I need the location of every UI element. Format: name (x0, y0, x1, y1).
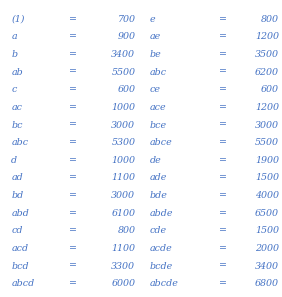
Text: =: = (69, 68, 77, 77)
Text: =: = (69, 50, 77, 59)
Text: 1200: 1200 (255, 103, 279, 112)
Text: =: = (69, 191, 77, 200)
Text: bc: bc (11, 121, 23, 129)
Text: cd: cd (11, 226, 23, 235)
Text: 3000: 3000 (111, 121, 135, 129)
Text: =: = (69, 244, 77, 253)
Text: 1100: 1100 (111, 244, 135, 253)
Text: abd: abd (11, 209, 29, 218)
Text: ae: ae (149, 32, 161, 41)
Text: 1200: 1200 (255, 32, 279, 41)
Text: ce: ce (149, 85, 160, 94)
Text: bde: bde (149, 191, 167, 200)
Text: 2000: 2000 (255, 244, 279, 253)
Text: abcd: abcd (11, 279, 34, 288)
Text: =: = (219, 50, 227, 59)
Text: =: = (69, 138, 77, 147)
Text: 800: 800 (117, 226, 135, 235)
Text: =: = (219, 156, 227, 165)
Text: 1900: 1900 (255, 156, 279, 165)
Text: =: = (219, 279, 227, 288)
Text: =: = (219, 85, 227, 94)
Text: bcd: bcd (11, 262, 29, 271)
Text: 6500: 6500 (255, 209, 279, 218)
Text: =: = (69, 226, 77, 235)
Text: abce: abce (149, 138, 172, 147)
Text: =: = (219, 121, 227, 129)
Text: bcde: bcde (149, 262, 173, 271)
Text: =: = (219, 68, 227, 77)
Text: acd: acd (11, 244, 28, 253)
Text: de: de (149, 156, 161, 165)
Text: =: = (69, 262, 77, 271)
Text: ade: ade (149, 173, 167, 182)
Text: 6800: 6800 (255, 279, 279, 288)
Text: =: = (69, 32, 77, 41)
Text: =: = (219, 244, 227, 253)
Text: 3400: 3400 (111, 50, 135, 59)
Text: 4000: 4000 (255, 191, 279, 200)
Text: d: d (11, 156, 17, 165)
Text: =: = (69, 85, 77, 94)
Text: =: = (219, 262, 227, 271)
Text: =: = (69, 209, 77, 218)
Text: ab: ab (11, 68, 23, 77)
Text: 3400: 3400 (255, 262, 279, 271)
Text: 3000: 3000 (255, 121, 279, 129)
Text: 5500: 5500 (111, 68, 135, 77)
Text: be: be (149, 50, 161, 59)
Text: 1500: 1500 (255, 226, 279, 235)
Text: 1000: 1000 (111, 156, 135, 165)
Text: 1100: 1100 (111, 173, 135, 182)
Text: =: = (219, 103, 227, 112)
Text: 6000: 6000 (111, 279, 135, 288)
Text: 6200: 6200 (255, 68, 279, 77)
Text: b: b (11, 50, 17, 59)
Text: 600: 600 (261, 85, 279, 94)
Text: =: = (219, 15, 227, 24)
Text: =: = (69, 279, 77, 288)
Text: bd: bd (11, 191, 23, 200)
Text: 3500: 3500 (255, 50, 279, 59)
Text: 600: 600 (117, 85, 135, 94)
Text: abc: abc (149, 68, 167, 77)
Text: bce: bce (149, 121, 167, 129)
Text: =: = (219, 138, 227, 147)
Text: =: = (69, 15, 77, 24)
Text: ad: ad (11, 173, 23, 182)
Text: 700: 700 (117, 15, 135, 24)
Text: =: = (219, 226, 227, 235)
Text: 6100: 6100 (111, 209, 135, 218)
Text: =: = (69, 121, 77, 129)
Text: =: = (219, 209, 227, 218)
Text: 3000: 3000 (111, 191, 135, 200)
Text: a: a (11, 32, 17, 41)
Text: ac: ac (11, 103, 22, 112)
Text: 5300: 5300 (111, 138, 135, 147)
Text: =: = (219, 173, 227, 182)
Text: abde: abde (149, 209, 173, 218)
Text: 1000: 1000 (111, 103, 135, 112)
Text: (1): (1) (11, 15, 25, 24)
Text: ace: ace (149, 103, 166, 112)
Text: c: c (11, 85, 17, 94)
Text: =: = (69, 156, 77, 165)
Text: cde: cde (149, 226, 167, 235)
Text: abc: abc (11, 138, 28, 147)
Text: =: = (69, 173, 77, 182)
Text: =: = (219, 191, 227, 200)
Text: abcde: abcde (149, 279, 178, 288)
Text: e: e (149, 15, 155, 24)
Text: =: = (219, 32, 227, 41)
Text: 900: 900 (117, 32, 135, 41)
Text: 5500: 5500 (255, 138, 279, 147)
Text: 800: 800 (261, 15, 279, 24)
Text: acde: acde (149, 244, 172, 253)
Text: 1500: 1500 (255, 173, 279, 182)
Text: =: = (69, 103, 77, 112)
Text: 3300: 3300 (111, 262, 135, 271)
